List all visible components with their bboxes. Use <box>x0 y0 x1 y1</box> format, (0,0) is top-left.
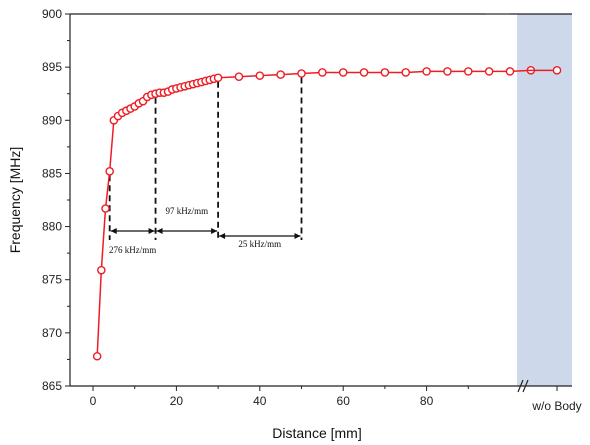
y-tick-label: 870 <box>42 326 62 340</box>
chart-marks: 276 kHz/mm 97 kHz/mm 25 kHz/mm <box>92 66 562 361</box>
annotation-label: 97 kHz/mm <box>165 206 208 216</box>
y-tick-label: 875 <box>42 273 62 287</box>
data-point <box>297 69 306 78</box>
y-tick-label: 880 <box>42 220 62 234</box>
data-point <box>505 67 515 76</box>
data-point <box>105 167 114 176</box>
data-point <box>97 265 106 275</box>
y-tick-label: 895 <box>42 60 62 74</box>
axes: 865 870 875 880 885 890 895 900 0 20 40 60 80 w/o Bod… <box>42 7 582 413</box>
data-point <box>422 67 431 76</box>
data-point <box>443 67 452 76</box>
category-point <box>552 66 562 75</box>
arrowhead <box>294 233 301 239</box>
data-point <box>318 68 327 77</box>
x-axis-break-mark <box>517 379 524 393</box>
data-point <box>101 204 110 213</box>
y-axis-label: Frequency [MHz] <box>7 147 23 254</box>
x-tick-label: 80 <box>420 394 434 408</box>
data-point <box>463 67 473 76</box>
y-tick-label: 865 <box>42 379 62 393</box>
arrowhead <box>156 228 163 234</box>
x-tick-label: 0 <box>90 394 97 408</box>
data-point <box>213 73 223 83</box>
x-tick-label: 20 <box>170 394 184 408</box>
x-category-label: w/o Body <box>531 399 581 413</box>
data-point <box>92 351 102 361</box>
data-point <box>276 70 285 79</box>
arrowhead <box>211 228 218 234</box>
y-tick-label: 885 <box>42 166 62 180</box>
data-point <box>484 67 494 76</box>
without-body-region <box>517 14 572 386</box>
x-tick-label: 40 <box>253 394 267 408</box>
x-tick-label: 60 <box>337 394 351 408</box>
data-point <box>338 68 348 77</box>
data-point <box>255 71 265 80</box>
arrowhead <box>110 228 117 234</box>
y-tick-label: 900 <box>42 7 62 21</box>
arrowhead <box>219 233 226 239</box>
data-point <box>234 72 244 82</box>
x-axis-label: Distance [mm] <box>272 425 361 441</box>
annotation-label: 276 kHz/mm <box>109 245 156 255</box>
series-line <box>96 69 531 357</box>
data-point <box>380 68 390 77</box>
y-tick-label: 890 <box>42 113 62 127</box>
x-axis-break-mark <box>522 379 529 393</box>
data-point <box>359 68 369 77</box>
data-point <box>401 68 411 77</box>
annotation-label: 25 kHz/mm <box>238 239 281 249</box>
arrowhead <box>148 228 155 234</box>
